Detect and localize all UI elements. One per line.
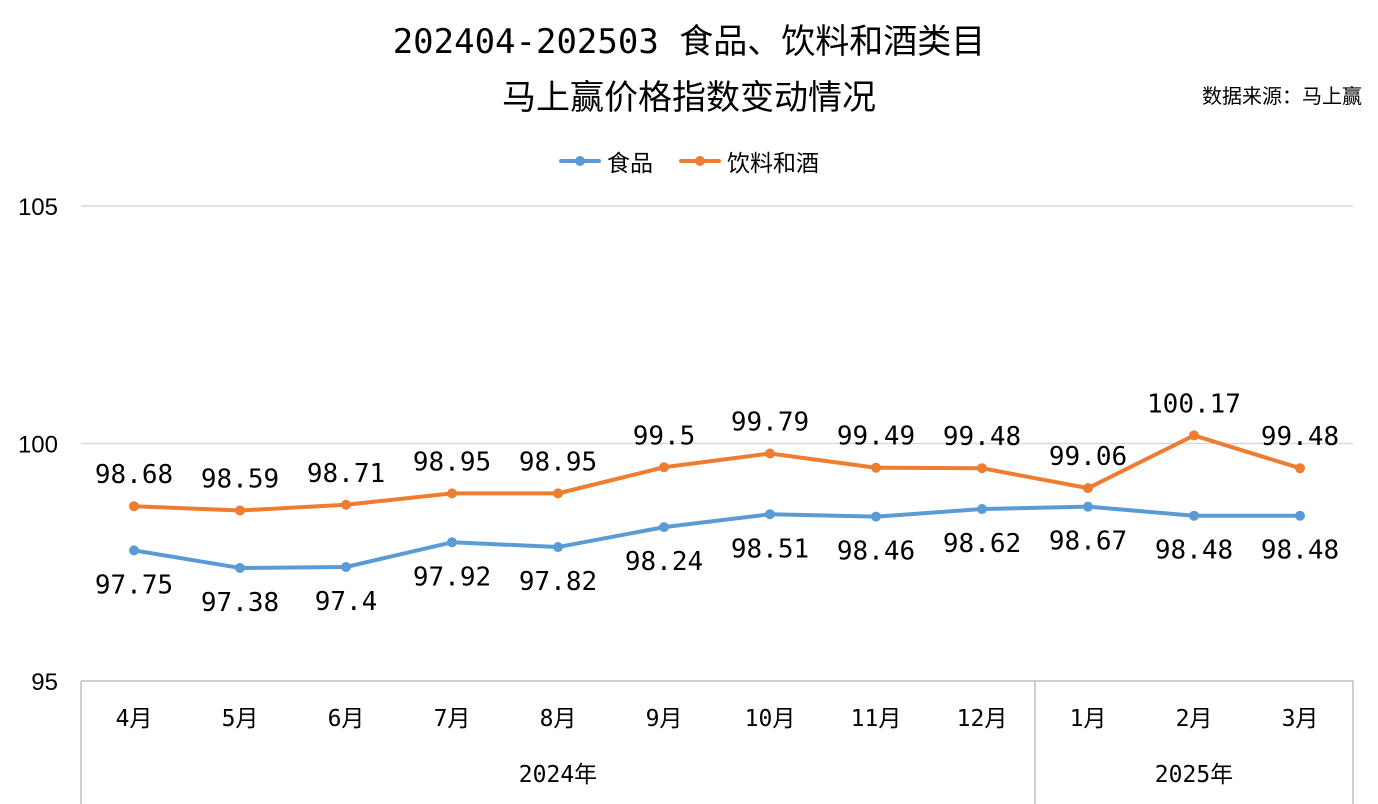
data-point [659,462,669,473]
data-label: 99.5 [633,421,696,451]
data-label: 99.79 [731,407,809,437]
series-line-0 [133,504,1300,570]
data-source-note: 数据来源：马上赢 [1202,84,1362,108]
legend-label-drinks: 饮料和酒 [727,151,819,177]
x-tick-label: 7月 [434,706,471,732]
data-label: 98.95 [413,447,491,477]
data-label: 98.51 [731,534,809,564]
x-tick-label: 5月 [222,706,259,732]
y-tick-label: 95 [31,669,58,696]
x-tick-label: 6月 [328,706,365,732]
data-point [1295,510,1305,521]
x-group-label: 2024年 [519,762,597,788]
legend-swatch-drinks [679,156,721,166]
x-tick-label: 9月 [646,706,683,732]
data-label: 98.67 [1049,527,1127,557]
x-tick-label: 8月 [540,706,577,732]
data-label: 100.17 [1147,389,1241,419]
legend-item-food: 食品 [559,144,653,178]
data-label: 98.62 [943,529,1021,559]
y-tick-label: 105 [18,194,58,221]
data-label: 99.48 [943,422,1021,452]
x-group-label: 2025年 [1155,762,1233,788]
data-point [235,505,245,516]
data-label: 98.68 [95,460,173,490]
data-point [1083,501,1093,512]
data-point [447,488,457,499]
data-point [447,537,457,548]
data-point [977,463,987,474]
data-label: 98.59 [201,464,279,494]
data-point [765,448,775,459]
x-tick-label: 11月 [851,706,902,732]
legend: 食品 饮料和酒 [0,144,1378,178]
data-point [871,462,881,473]
data-label: 97.82 [519,567,597,597]
data-point [871,511,881,522]
x-tick-label: 3月 [1282,706,1319,732]
data-point [977,504,987,515]
data-point [235,562,245,573]
data-point [129,501,139,512]
legend-swatch-food [559,156,601,166]
data-label: 97.38 [201,588,279,618]
data-point [553,488,563,499]
x-tick-label: 1月 [1070,706,1107,732]
data-point [659,522,669,533]
data-point [129,545,139,556]
data-point [341,499,351,510]
x-tick-label: 10月 [745,706,796,732]
x-tick-label: 4月 [116,706,153,732]
x-tick-label: 2月 [1176,706,1213,732]
data-label: 99.06 [1049,442,1127,472]
data-point [1189,430,1199,441]
legend-item-drinks: 饮料和酒 [679,144,819,178]
data-label: 98.46 [837,537,915,567]
x-tick-label: 12月 [957,706,1008,732]
data-point [1189,510,1199,521]
data-label: 98.71 [307,459,385,489]
data-label: 97.75 [95,570,173,600]
series-line-1 [133,433,1301,513]
data-point [553,542,563,553]
data-label: 98.24 [625,547,703,577]
chart-title-line2: 马上赢价格指数变动情况 [502,78,876,118]
data-point [1083,483,1093,494]
data-label: 98.48 [1261,536,1339,566]
data-label: 98.95 [519,447,597,477]
data-point [765,509,775,520]
data-point [1295,463,1305,474]
data-label: 99.49 [837,422,915,452]
legend-label-food: 食品 [607,151,653,177]
data-label: 97.92 [413,562,491,592]
data-label: 98.48 [1155,536,1233,566]
data-label: 99.48 [1261,422,1339,452]
data-point [341,562,351,572]
chart-title-line1: 202404-202503 食品、饮料和酒类目 [392,22,986,62]
y-tick-label: 100 [18,432,58,459]
data-label: 97.4 [315,587,378,617]
